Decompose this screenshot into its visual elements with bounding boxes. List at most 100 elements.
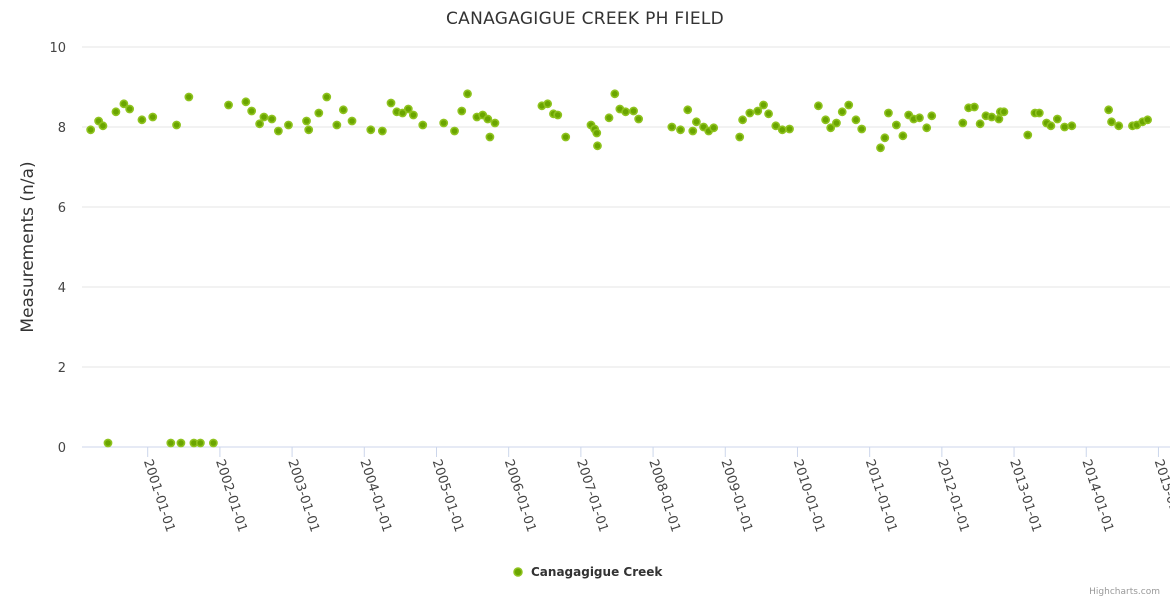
data-point[interactable] <box>1060 122 1069 132</box>
data-point[interactable] <box>851 115 861 125</box>
data-point[interactable] <box>172 120 181 130</box>
data-point[interactable] <box>247 106 257 116</box>
data-point[interactable] <box>1023 130 1033 140</box>
data-point[interactable] <box>738 115 747 125</box>
data-point[interactable] <box>338 105 348 115</box>
data-point[interactable] <box>314 108 324 118</box>
data-point[interactable] <box>561 132 571 142</box>
data-point[interactable] <box>304 125 314 135</box>
data-point[interactable] <box>457 106 467 116</box>
data-point[interactable] <box>857 124 867 134</box>
data-point[interactable] <box>208 438 218 448</box>
data-point[interactable] <box>98 121 108 131</box>
data-point[interactable] <box>785 124 794 134</box>
data-point[interactable] <box>284 120 293 130</box>
data-point[interactable] <box>994 114 1004 124</box>
data-point[interactable] <box>898 131 908 141</box>
data-point[interactable] <box>915 113 924 123</box>
data-point[interactable] <box>876 143 885 153</box>
data-point[interactable] <box>667 122 677 132</box>
data-point[interactable] <box>366 125 376 135</box>
data-point[interactable] <box>267 114 277 124</box>
data-point[interactable] <box>837 107 847 117</box>
data-point[interactable] <box>969 102 979 112</box>
data-point[interactable] <box>927 111 937 121</box>
data-point[interactable] <box>1114 121 1124 131</box>
data-point[interactable] <box>621 107 631 117</box>
data-point[interactable] <box>593 141 602 151</box>
data-point[interactable] <box>463 89 472 99</box>
data-point[interactable] <box>166 438 176 448</box>
data-point[interactable] <box>688 126 698 136</box>
data-point[interactable] <box>111 107 121 117</box>
credits-link[interactable]: Highcharts.com <box>1089 587 1160 597</box>
data-point[interactable] <box>1104 105 1114 115</box>
data-point[interactable] <box>553 110 563 120</box>
data-point[interactable] <box>1107 117 1116 127</box>
data-point[interactable] <box>322 92 332 102</box>
data-point[interactable] <box>884 108 893 118</box>
data-point[interactable] <box>814 101 823 111</box>
data-point[interactable] <box>691 117 701 127</box>
data-point[interactable] <box>735 132 745 142</box>
data-point[interactable] <box>398 108 407 118</box>
data-point[interactable] <box>86 125 96 135</box>
data-point[interactable] <box>826 123 836 133</box>
data-point[interactable] <box>759 100 768 110</box>
data-point[interactable] <box>880 133 890 143</box>
data-point[interactable] <box>148 112 158 122</box>
data-point[interactable] <box>821 115 831 125</box>
data-point[interactable] <box>1067 121 1077 131</box>
data-point[interactable] <box>771 121 781 131</box>
data-point[interactable] <box>634 114 644 124</box>
data-point[interactable] <box>483 114 493 124</box>
legend-item[interactable]: Canagagigue Creek <box>513 565 663 579</box>
data-point[interactable] <box>958 118 968 128</box>
data-point[interactable] <box>1046 121 1056 131</box>
data-point[interactable] <box>241 97 251 107</box>
data-point[interactable] <box>709 123 719 133</box>
data-point[interactable] <box>832 118 841 128</box>
data-point[interactable] <box>999 107 1009 117</box>
data-point[interactable] <box>408 110 418 120</box>
data-point[interactable] <box>987 112 997 122</box>
data-point[interactable] <box>629 106 638 116</box>
data-point[interactable] <box>184 92 194 102</box>
data-point[interactable] <box>745 108 755 118</box>
data-point[interactable] <box>273 126 283 136</box>
data-point[interactable] <box>450 126 459 136</box>
data-point[interactable] <box>844 100 854 110</box>
data-point[interactable] <box>1052 114 1062 124</box>
data-point[interactable] <box>490 118 500 128</box>
data-point[interactable] <box>119 99 129 109</box>
data-point[interactable] <box>683 105 693 115</box>
data-point[interactable] <box>259 112 269 122</box>
data-point[interactable] <box>439 118 449 128</box>
data-point[interactable] <box>485 132 495 142</box>
data-point[interactable] <box>386 98 396 108</box>
data-point[interactable] <box>891 120 901 130</box>
data-point[interactable] <box>543 99 553 109</box>
data-point[interactable] <box>1143 115 1153 125</box>
data-point[interactable] <box>302 116 311 126</box>
data-point[interactable] <box>1034 108 1044 118</box>
data-point[interactable] <box>332 120 342 130</box>
data-point[interactable] <box>347 116 357 126</box>
data-point[interactable] <box>592 128 602 138</box>
data-point[interactable] <box>922 123 932 133</box>
data-point[interactable] <box>403 104 413 114</box>
data-point[interactable] <box>255 119 265 129</box>
data-point[interactable] <box>125 104 135 114</box>
data-point[interactable] <box>975 119 985 129</box>
data-point[interactable] <box>176 438 186 448</box>
data-point[interactable] <box>610 89 620 99</box>
data-point[interactable] <box>224 100 233 110</box>
data-point[interactable] <box>103 438 113 448</box>
data-point[interactable] <box>764 109 773 119</box>
data-point[interactable] <box>418 120 428 130</box>
data-point[interactable] <box>377 126 387 136</box>
data-point[interactable] <box>196 438 205 448</box>
data-point[interactable] <box>777 125 787 135</box>
data-point[interactable] <box>137 115 147 125</box>
data-point[interactable] <box>604 113 614 123</box>
